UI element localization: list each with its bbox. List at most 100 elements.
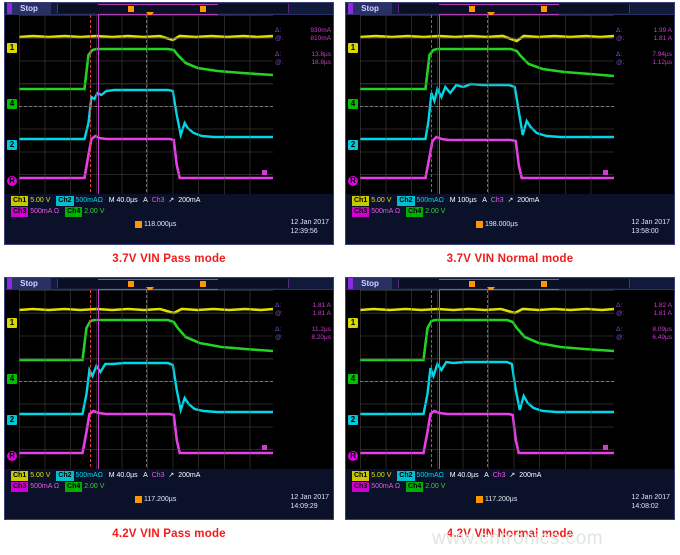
trigger-line[interactable] bbox=[438, 290, 440, 472]
trigger-marker-a[interactable] bbox=[128, 281, 134, 287]
ch1-tag[interactable]: Ch1 bbox=[11, 471, 29, 481]
scope-status-bar: Ch1 5.00 V Ch2 500mAΩ M 40.0µs A Ch3 ↗ 2… bbox=[346, 469, 674, 519]
trigger-source[interactable]: Ch3 bbox=[492, 472, 506, 479]
trigger-delay-readout: 118.000µs bbox=[135, 219, 177, 230]
channel-marker-1[interactable]: 1 bbox=[7, 43, 17, 53]
trigger-line[interactable] bbox=[97, 290, 99, 472]
channel-marker-ref[interactable]: R bbox=[348, 176, 358, 186]
cursor-a[interactable] bbox=[431, 15, 433, 197]
channel-marker-4[interactable]: 4 bbox=[348, 374, 358, 384]
ch4-scale: 2.00 V bbox=[425, 483, 446, 490]
readout-label: Δ: bbox=[275, 326, 282, 333]
time-text: 12:39:56 bbox=[290, 228, 318, 235]
ch2-tag[interactable]: Ch2 bbox=[397, 196, 415, 206]
channel-marker-ref[interactable]: R bbox=[7, 451, 17, 461]
trigger-position-strip[interactable] bbox=[398, 279, 630, 290]
ch4-tag[interactable]: Ch4 bbox=[65, 207, 83, 217]
channel-marker-4[interactable]: 4 bbox=[7, 99, 17, 109]
ch3-tag[interactable]: Ch3 bbox=[11, 207, 29, 217]
trigger-marker-a[interactable] bbox=[469, 6, 475, 12]
readout-value: 1.99 A bbox=[653, 27, 672, 34]
center-vertical-axis bbox=[146, 290, 147, 472]
channel-marker-1[interactable]: 1 bbox=[7, 318, 17, 328]
channel-marker-2[interactable]: 2 bbox=[7, 140, 17, 150]
trigger-source[interactable]: Ch3 bbox=[151, 197, 165, 204]
trigger-source-prefix: A bbox=[143, 197, 148, 204]
readout-label: @: bbox=[616, 35, 625, 42]
ch3-tag[interactable]: Ch3 bbox=[352, 482, 370, 492]
trigger-position-strip[interactable] bbox=[398, 4, 630, 15]
trigger-line[interactable] bbox=[97, 15, 99, 197]
trigger-marker-b[interactable] bbox=[541, 6, 547, 12]
ch1-tag[interactable]: Ch1 bbox=[352, 471, 370, 481]
waveform-plot[interactable]: 1 4 2 R Δ: 1.99 A @: 1.81 A bbox=[346, 15, 674, 197]
waveform-plot[interactable]: 1 4 2 R Δ: 1.82 A @: 1.81 A bbox=[346, 290, 674, 472]
trigger-position-strip[interactable] bbox=[57, 4, 289, 15]
readout-value: 11.2µs bbox=[311, 326, 331, 333]
trigger-delay-readout: 117.200µs bbox=[135, 494, 177, 505]
panel-3-caption: 4.2V VIN Pass mode bbox=[112, 528, 226, 540]
ch4-tag[interactable]: Ch4 bbox=[406, 207, 424, 217]
channel-marker-4[interactable]: 4 bbox=[348, 99, 358, 109]
ch3-tag[interactable]: Ch3 bbox=[11, 482, 29, 492]
trigger-arrow-icon bbox=[487, 287, 495, 292]
readout-label: Δ: bbox=[616, 27, 623, 34]
date-text: 12 Jan 2017 bbox=[631, 219, 670, 226]
trigger-marker-a[interactable] bbox=[469, 281, 475, 287]
ch4-scale: 2.00 V bbox=[84, 208, 105, 215]
run-state-indicator[interactable]: Stop bbox=[348, 3, 392, 14]
readout-value: 1.12µs bbox=[652, 59, 672, 66]
run-state-indicator[interactable]: Stop bbox=[348, 278, 392, 289]
trigger-source[interactable]: Ch3 bbox=[490, 197, 504, 204]
scope-toolbar: Stop bbox=[5, 278, 333, 292]
record-window bbox=[98, 4, 218, 15]
measurement-readout: Δ: 1.81 A @: 1.81 A Δ: 11.2µs @: 8.20µs bbox=[275, 302, 331, 342]
cursor-a[interactable] bbox=[431, 290, 433, 472]
run-state-indicator[interactable]: Stop bbox=[7, 278, 51, 289]
trigger-position-strip[interactable] bbox=[57, 279, 289, 290]
trigger-marker-b[interactable] bbox=[200, 6, 206, 12]
trigger-source[interactable]: Ch3 bbox=[151, 472, 165, 479]
run-state-indicator[interactable]: Stop bbox=[7, 3, 51, 14]
channel-marker-2[interactable]: 2 bbox=[348, 140, 358, 150]
trigger-level-badge bbox=[603, 445, 608, 450]
ch2-tag[interactable]: Ch2 bbox=[56, 471, 74, 481]
waveform-plot[interactable]: 1 4 2 R Δ: 930mA @: 810mA bbox=[5, 15, 333, 197]
readout-value: 1.81 A bbox=[312, 302, 331, 309]
channel-marker-1[interactable]: 1 bbox=[348, 43, 358, 53]
trigger-source-prefix: A bbox=[482, 197, 487, 204]
record-window bbox=[439, 279, 559, 290]
channel-marker-4[interactable]: 4 bbox=[7, 374, 17, 384]
trigger-source-prefix: A bbox=[143, 472, 148, 479]
channel-marker-2[interactable]: 2 bbox=[348, 415, 358, 425]
ch2-tag[interactable]: Ch2 bbox=[397, 471, 415, 481]
trigger-marker-b[interactable] bbox=[541, 281, 547, 287]
measurement-readout: Δ: 1.82 A @: 1.81 A Δ: 8.09µs @: 6.49µs bbox=[616, 302, 672, 342]
readout-value: 810mA bbox=[310, 35, 331, 42]
channel-marker-1[interactable]: 1 bbox=[348, 318, 358, 328]
cursor-a[interactable] bbox=[90, 15, 92, 197]
channel-marker-ref[interactable]: R bbox=[7, 176, 17, 186]
ch1-tag[interactable]: Ch1 bbox=[11, 196, 29, 206]
ch2-tag[interactable]: Ch2 bbox=[56, 196, 74, 206]
trigger-marker-a[interactable] bbox=[128, 6, 134, 12]
status-row-primary: Ch1 5.00 V Ch2 500mAΩ M 40.0µs A Ch3 ↗ 2… bbox=[352, 471, 541, 481]
cursor-a[interactable] bbox=[90, 290, 92, 472]
delay-icon bbox=[135, 495, 142, 503]
channel-marker-ref[interactable]: R bbox=[348, 451, 358, 461]
ch3-tag[interactable]: Ch3 bbox=[352, 207, 370, 217]
timestamp: 12 Jan 2017 14:08:02 bbox=[631, 493, 670, 511]
graticule bbox=[18, 290, 274, 472]
trigger-line[interactable] bbox=[438, 15, 440, 197]
panel-4-caption: 4.2V VIN Normal mode bbox=[446, 528, 574, 540]
channel-marker-2[interactable]: 2 bbox=[7, 415, 17, 425]
timestamp: 12 Jan 2017 14:09:29 bbox=[290, 493, 329, 511]
trigger-marker-b[interactable] bbox=[200, 281, 206, 287]
ch4-tag[interactable]: Ch4 bbox=[65, 482, 83, 492]
readout-label: @: bbox=[275, 310, 284, 317]
trigger-slope-icon: ↗ bbox=[507, 197, 514, 204]
trigger-level: 200mA bbox=[517, 197, 540, 204]
ch4-tag[interactable]: Ch4 bbox=[406, 482, 424, 492]
ch1-tag[interactable]: Ch1 bbox=[352, 196, 370, 206]
waveform-plot[interactable]: 1 4 2 R Δ: 1.81 A @: 1.81 A bbox=[5, 290, 333, 472]
